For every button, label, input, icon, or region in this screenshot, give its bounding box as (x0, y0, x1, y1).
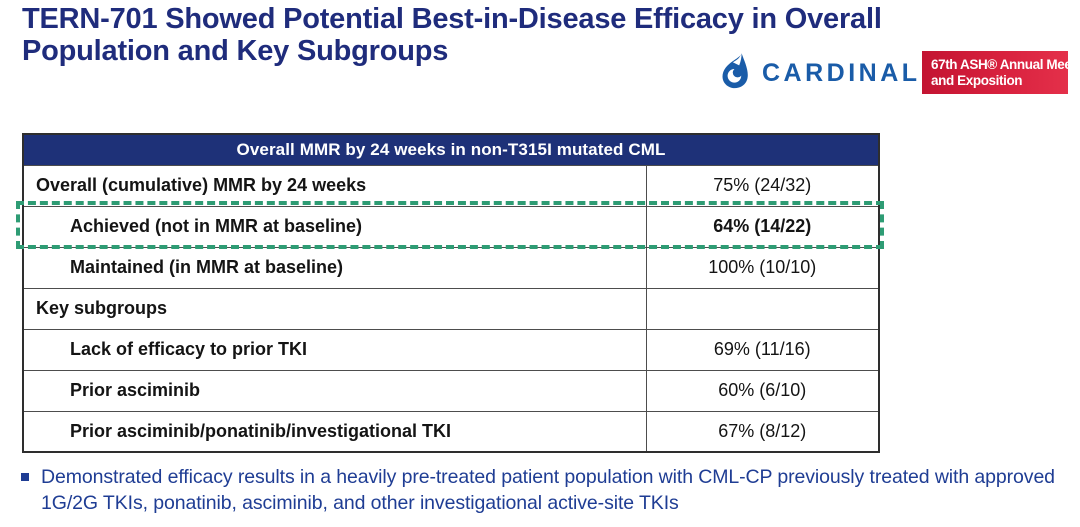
table-header-row: Overall MMR by 24 weeks in non-T315I mut… (22, 133, 880, 166)
cardinal-wordmark: CARDINAL (762, 59, 921, 87)
row-value: 60% (6/10) (645, 369, 880, 412)
row-label: Key subgroups (22, 287, 647, 330)
bullet-square-icon (21, 473, 29, 481)
ash-logo-line-1: 67th ASH® Annual Meeting (931, 57, 1080, 73)
ash-meeting-logo: 67th ASH® Annual Meeting and Exposition (922, 51, 1080, 94)
page-title: TERN-701 Showed Potential Best-in-Diseas… (22, 3, 1042, 68)
table-row-key-subgroups: Key subgroups (22, 287, 880, 330)
row-label: Maintained (in MMR at baseline) (22, 246, 647, 289)
row-label: Achieved (not in MMR at baseline) (22, 205, 647, 248)
ash-logo-line-2: and Exposition (931, 73, 1023, 88)
page-title-line-1: TERN-701 Showed Potential Best-in-Diseas… (22, 3, 882, 35)
row-value: 69% (11/16) (645, 328, 880, 371)
table-row-overall-mmr: Overall (cumulative) MMR by 24 weeks 75%… (22, 164, 880, 207)
mmr-results-table: Overall MMR by 24 weeks in non-T315I mut… (22, 133, 881, 453)
row-value: 75% (24/32) (645, 164, 880, 207)
table-row-achieved-highlighted: Achieved (not in MMR at baseline) 64% (1… (22, 205, 880, 248)
table-row-prior-asciminib-ponatinib: Prior asciminib/ponatinib/investigationa… (22, 410, 880, 453)
droplet-icon (720, 52, 752, 95)
row-label: Lack of efficacy to prior TKI (22, 328, 647, 371)
row-label: Overall (cumulative) MMR by 24 weeks (22, 164, 647, 207)
table-row-maintained: Maintained (in MMR at baseline) 100% (10… (22, 246, 880, 289)
row-value: 100% (10/10) (645, 246, 880, 289)
footnote-bullet-item: Demonstrated efficacy results in a heavi… (21, 464, 1067, 516)
table-header-title: Overall MMR by 24 weeks in non-T315I mut… (22, 133, 880, 166)
table-row-prior-asciminib: Prior asciminib 60% (6/10) (22, 369, 880, 412)
row-value: 64% (14/22) (645, 205, 880, 248)
footnote-text: Demonstrated efficacy results in a heavi… (41, 466, 1055, 515)
table-row-lack-of-efficacy: Lack of efficacy to prior TKI 69% (11/16… (22, 328, 880, 371)
page-title-line-2: Population and Key Subgroups (22, 35, 449, 68)
cardinal-logo: CARDINAL (720, 52, 921, 95)
row-value: 67% (8/12) (645, 410, 880, 453)
row-label: Prior asciminib/ponatinib/investigationa… (22, 410, 647, 453)
row-label: Prior asciminib (22, 369, 647, 412)
row-value (645, 287, 880, 330)
